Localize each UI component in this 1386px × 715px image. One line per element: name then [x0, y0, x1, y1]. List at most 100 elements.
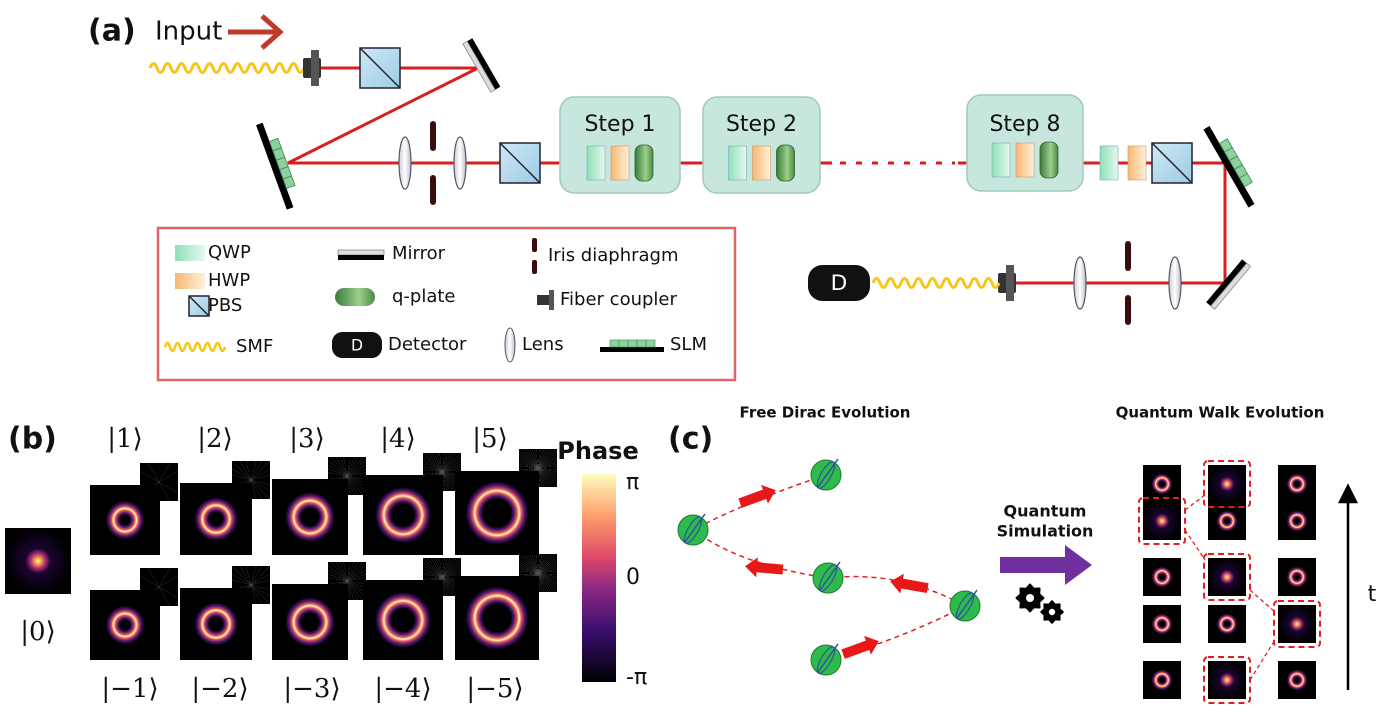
phase-wedge [245, 480, 251, 499]
label: SLM [670, 334, 707, 355]
phase-wedge [538, 468, 547, 487]
spin-arrow [684, 513, 706, 543]
label: Input [155, 17, 222, 47]
label: |−4⟩ [374, 674, 431, 704]
phase-wedge [340, 562, 347, 581]
phase-inset [232, 566, 270, 604]
phase-wedge [251, 461, 262, 480]
phase-wedge [159, 463, 178, 482]
phase-wedge [538, 449, 543, 468]
phase-wedge [240, 461, 251, 480]
phase-wedge [538, 571, 557, 573]
phase-wedge [538, 568, 557, 573]
phase-wedge [159, 576, 178, 587]
phase-wedge [538, 468, 557, 487]
iris [532, 260, 537, 274]
beam-intensity [1278, 605, 1316, 643]
phase-wedge [347, 476, 354, 495]
fiber [871, 277, 1001, 289]
phase-wedge [538, 449, 549, 468]
phase-wedge [442, 569, 461, 577]
q-plate [335, 288, 375, 306]
phase-wedge [336, 457, 347, 476]
slm [1203, 126, 1255, 208]
phase-wedge [519, 573, 538, 584]
phase-wedge [431, 453, 442, 472]
phase-wedge [442, 472, 453, 491]
coupler-plate [1006, 265, 1014, 301]
phase-wedge [159, 463, 170, 482]
phase-wedge [328, 574, 347, 581]
phase-wedge [251, 579, 270, 585]
phase-wedge [538, 573, 557, 578]
phase-wedge [347, 562, 354, 581]
phase-wedge [343, 476, 347, 495]
phase-wedge [347, 469, 366, 476]
slm [256, 122, 296, 210]
simulation-arrow [1000, 545, 1092, 585]
slm [600, 347, 664, 352]
spin-arrow [819, 561, 841, 591]
fiber [163, 341, 227, 353]
beam-intensity [1143, 465, 1181, 503]
phase-wedge [442, 577, 445, 596]
phase-inset [423, 453, 461, 491]
highlight-box [1273, 600, 1321, 648]
phase-wedge [343, 457, 347, 476]
label: -π [626, 665, 647, 690]
beam-intensity [1208, 558, 1246, 596]
label: |5⟩ [472, 424, 507, 454]
label: (b) [8, 422, 57, 457]
phase-wedge [538, 449, 557, 468]
label: Free Dirac Evolution [740, 404, 911, 422]
phase-wedge [232, 566, 251, 585]
phase-wedge [538, 468, 549, 487]
legend-box [156, 226, 737, 382]
slm-pixel [1238, 172, 1253, 188]
label: (c) [668, 422, 713, 457]
phase-inset [140, 568, 178, 606]
phase-wedge [538, 468, 552, 487]
mirror-back [467, 38, 501, 90]
phase-wedge [251, 585, 257, 604]
phase-wedge [538, 468, 557, 486]
label: SMF [236, 336, 273, 357]
phase-wedge [442, 453, 461, 472]
phase-inset [328, 457, 366, 495]
mirror-face [462, 40, 496, 93]
phase-wedge [343, 562, 347, 581]
coupler-plate [311, 50, 319, 86]
phase-wedge [519, 562, 538, 573]
phase-wedge [347, 562, 351, 581]
label: Mirror [392, 243, 446, 264]
phase-wedge [328, 581, 347, 588]
label: |2⟩ [197, 424, 232, 454]
q-plate [776, 144, 795, 182]
mirror [338, 255, 384, 260]
phase-wedge [347, 457, 358, 476]
phase-wedge [442, 558, 461, 577]
phase-wedge [519, 450, 538, 468]
label: |−5⟩ [466, 674, 523, 704]
beam-intensity [1143, 502, 1181, 540]
phase-wedge [347, 457, 363, 476]
phase-wedge [328, 460, 347, 476]
phase-wedge [232, 469, 251, 480]
phase-wedge [340, 581, 347, 600]
phase-wedge [140, 576, 159, 587]
phase-wedge [328, 476, 347, 492]
phase-wedge [442, 577, 448, 596]
phase-wedge [423, 577, 442, 580]
phase-wedge [423, 472, 442, 475]
phase-wedge [524, 554, 538, 573]
phase-wedge [328, 476, 347, 495]
phase-wedge [423, 472, 442, 483]
label: Quantum Walk Evolution [1116, 404, 1325, 422]
phase-wedge [527, 554, 538, 573]
phase-wedge [538, 449, 547, 468]
phase-wedge [423, 461, 442, 472]
phase-wedge [232, 579, 251, 585]
qwp [586, 145, 606, 181]
label: Quantum [1004, 502, 1087, 521]
